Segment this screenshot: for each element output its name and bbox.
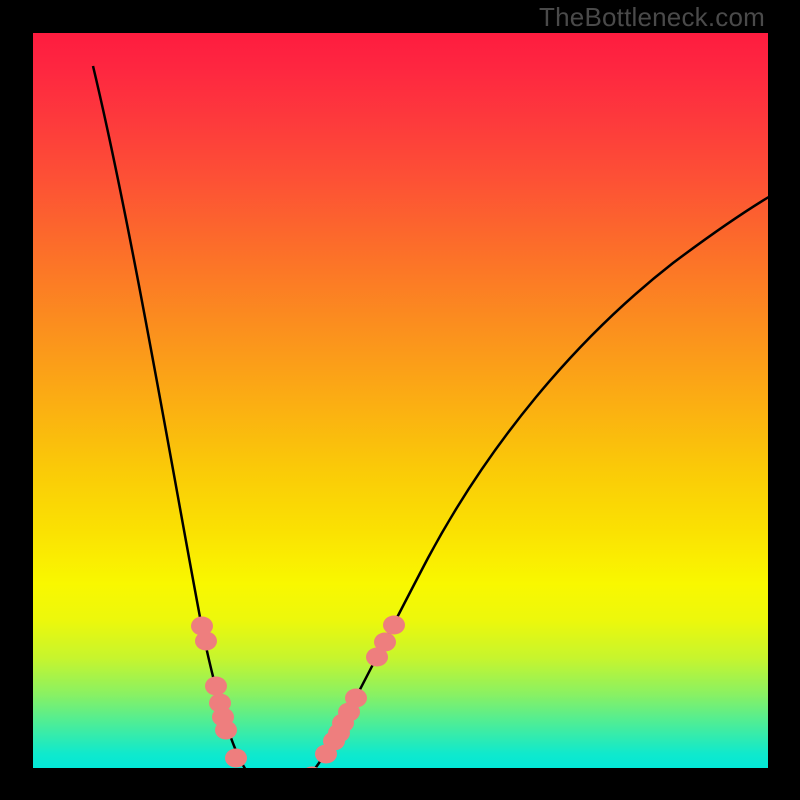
marker-point	[383, 616, 405, 635]
marker-point	[374, 633, 396, 652]
outer-frame: TheBottleneck.com	[0, 0, 800, 800]
marker-point	[195, 632, 217, 651]
marker-point	[225, 749, 247, 768]
chart-svg	[33, 33, 768, 768]
marker-point	[215, 721, 237, 740]
plot-area	[33, 33, 768, 768]
gradient-background	[33, 33, 768, 768]
marker-point	[205, 677, 227, 696]
watermark-text: TheBottleneck.com	[539, 2, 765, 33]
marker-point	[345, 689, 367, 708]
